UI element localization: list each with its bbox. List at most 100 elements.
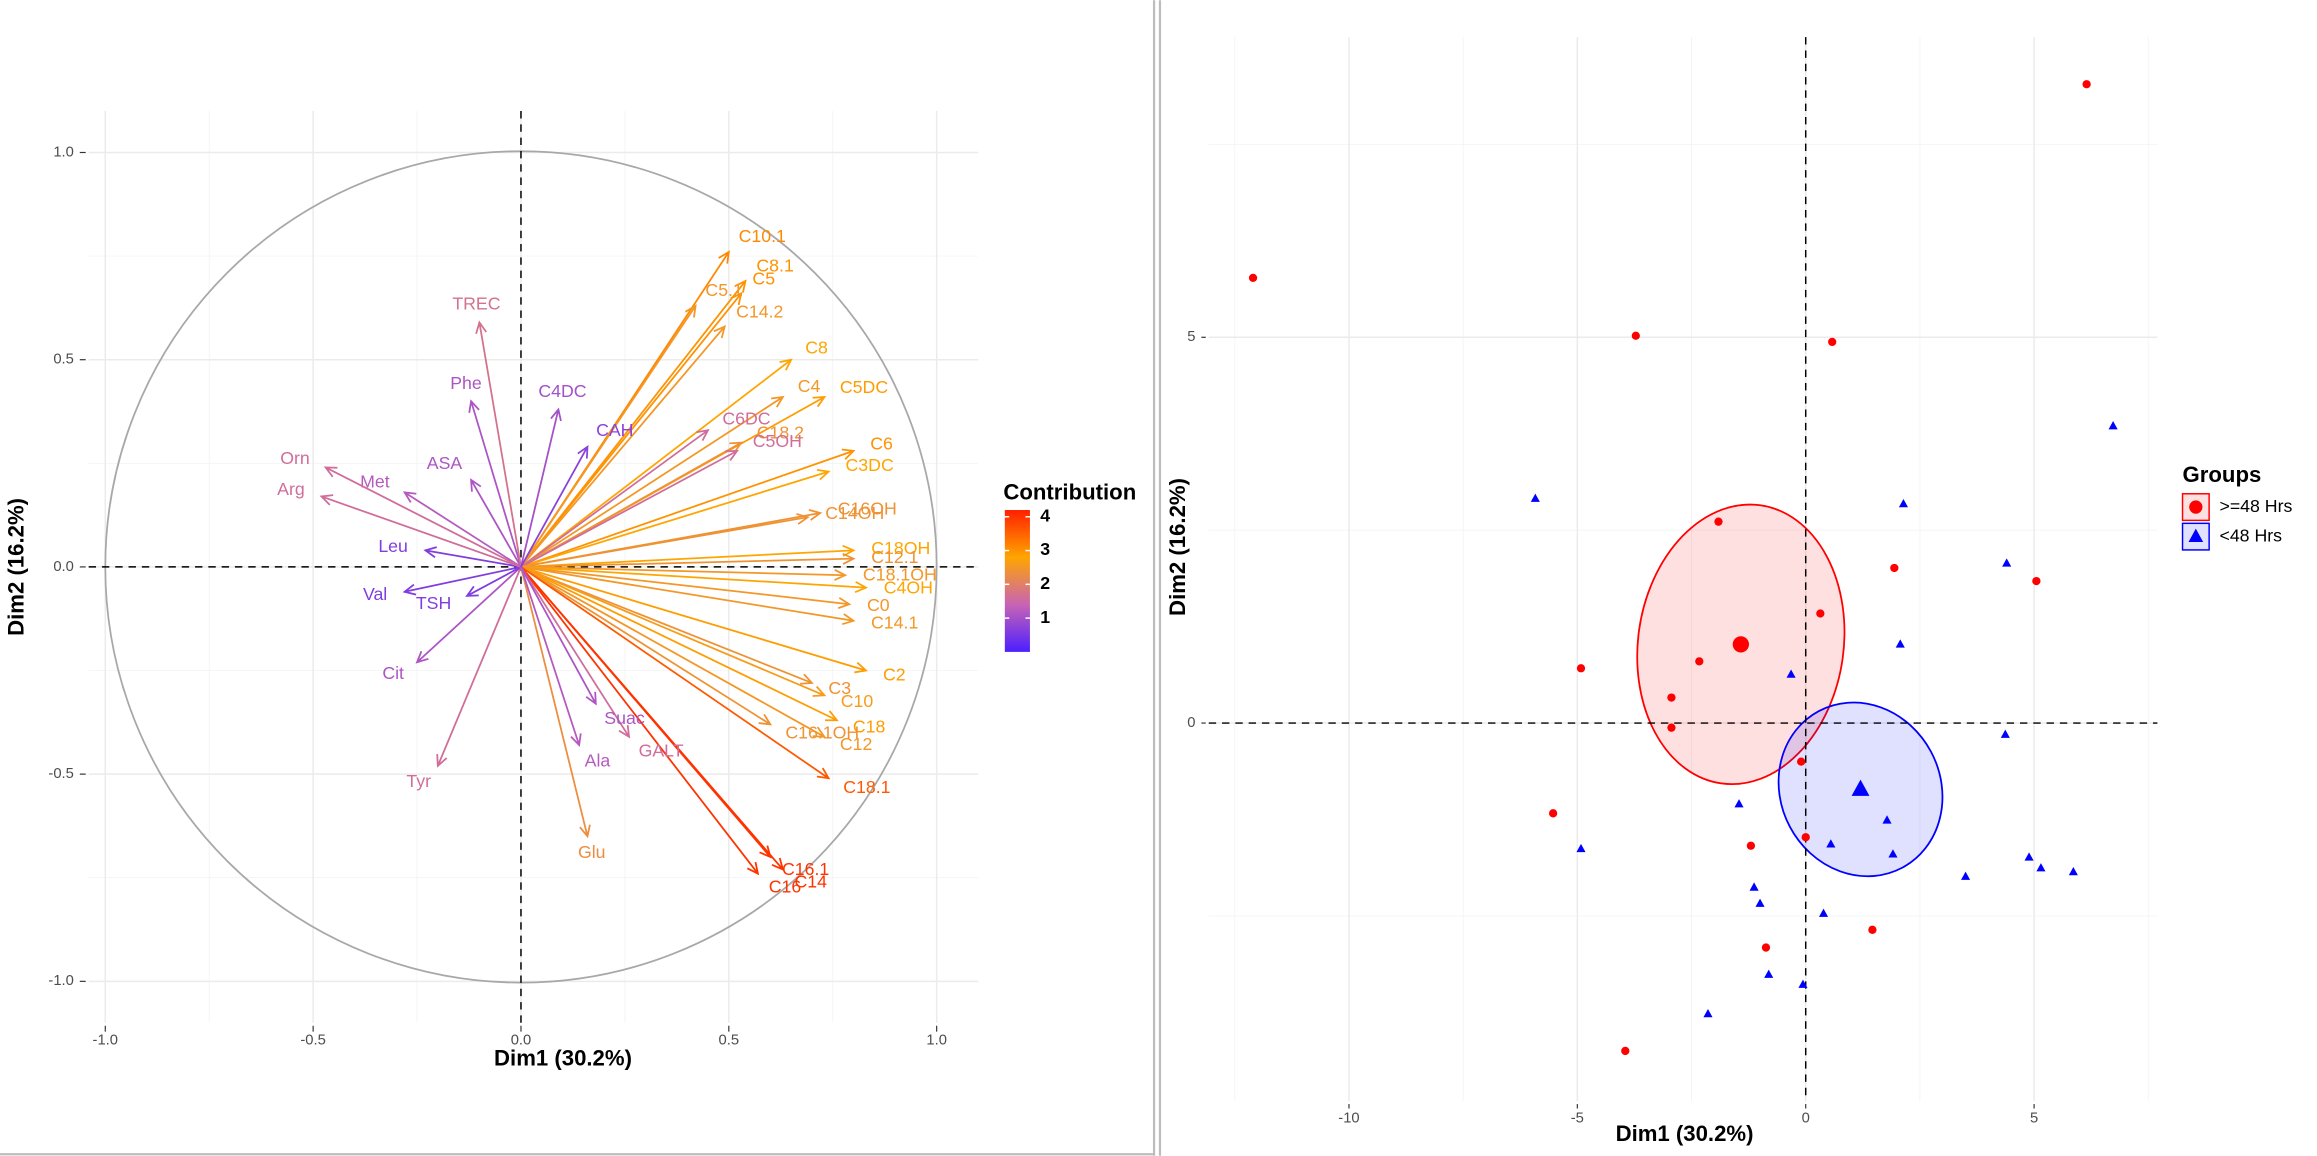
- point: [1530, 493, 1540, 502]
- x-tick-label: 1.0: [926, 1032, 947, 1048]
- point: [1961, 871, 1971, 880]
- y-tick-label: 5: [1187, 329, 1195, 345]
- legend-label: >=48 Hrs: [2219, 496, 2292, 516]
- group-centroid: [1732, 636, 1749, 653]
- variables-panel: -1.0 -0.5 0.0 0.5 1.0 -1.0 -0.5 0.0 0.5 1.0 C10.1 C…: [4, 111, 1136, 1071]
- colorbar-label: 4: [1040, 505, 1050, 525]
- point: [1631, 331, 1640, 340]
- variable-arrow: [520, 358, 793, 568]
- variable-arrow: [520, 441, 744, 568]
- variable-label: C18.2: [757, 423, 804, 443]
- y-tick-label: 0.0: [53, 559, 74, 575]
- x-tick-label: 0: [1802, 1111, 1810, 1127]
- y-tick-label: -1.0: [48, 973, 73, 989]
- point: [2024, 852, 2034, 861]
- variable-label: Glu: [578, 842, 606, 862]
- variable-arrow: [520, 324, 726, 568]
- point: [2036, 863, 2046, 872]
- point: [1667, 693, 1676, 702]
- variable-label: TREC: [452, 294, 500, 314]
- point: [2108, 421, 2118, 430]
- x-tick-label: -1.0: [93, 1032, 118, 1048]
- variable-label: CAH: [596, 420, 633, 440]
- point: [1764, 969, 1774, 978]
- variable-arrow: [520, 566, 848, 581]
- variable-label: C4DC: [538, 381, 586, 401]
- x-axis-title: Dim1 (30.2%): [1616, 1121, 1754, 1146]
- variable-arrow: [402, 491, 522, 568]
- variable-label: Tyr: [406, 771, 431, 791]
- point: [1761, 943, 1771, 952]
- y-tick-label: -0.5: [48, 766, 73, 782]
- variable-label: C14.1: [871, 612, 918, 632]
- variable-arrow: [520, 304, 697, 568]
- variable-arrow: [423, 546, 522, 568]
- variable-arrow: [520, 544, 856, 568]
- legend-marker: [2189, 500, 2203, 514]
- group-centroid: [1851, 779, 1870, 796]
- variable-label: C18.1OH: [863, 564, 937, 584]
- variable-label: Cit: [382, 663, 404, 683]
- variable-arrow: [520, 566, 814, 685]
- variable-label: Met: [360, 471, 390, 491]
- point: [2000, 729, 2010, 738]
- variable-label: C10: [841, 691, 874, 711]
- point: [1816, 609, 1825, 618]
- variable-label: C12: [840, 734, 873, 754]
- point: [1667, 723, 1676, 732]
- variable-label: C10.1: [739, 226, 786, 246]
- variable-label: C5DC: [840, 377, 888, 397]
- point: [1826, 839, 1836, 848]
- legend-marker: [2188, 528, 2204, 542]
- point: [1801, 833, 1810, 842]
- variable-label: C3: [828, 678, 851, 698]
- point: [2002, 558, 2012, 567]
- point: [1868, 925, 1877, 934]
- point: [1798, 979, 1808, 988]
- variable-arrow: [520, 566, 868, 674]
- variable-arrow: [520, 566, 785, 871]
- variable-arrow: [470, 478, 522, 568]
- variable-arrow: [468, 399, 522, 568]
- variable-label: C18: [853, 717, 886, 737]
- variable-label: Suac: [604, 708, 645, 728]
- point: [1888, 849, 1898, 858]
- y-tick-label: 0.5: [53, 352, 74, 368]
- variable-arrow: [465, 566, 522, 597]
- point: [1882, 815, 1892, 824]
- variable-label: C16: [769, 876, 802, 896]
- point: [1898, 498, 1909, 508]
- variable-label: C8.1: [756, 256, 793, 276]
- variable-label: Ala: [585, 751, 611, 771]
- variable-arrow: [520, 566, 839, 722]
- point: [1755, 898, 1765, 907]
- variable-label: C8: [805, 338, 828, 358]
- variable-arrow: [520, 566, 856, 626]
- colorbar: [1004, 510, 1030, 652]
- variable-label: C14: [794, 872, 827, 892]
- variable-arrow: [520, 566, 631, 739]
- variable-arrow: [319, 494, 522, 568]
- variable-arrow: [520, 566, 773, 726]
- variable-arrow: [520, 428, 710, 568]
- variable-arrow: [520, 291, 743, 568]
- x-tick-label: 0.5: [719, 1032, 740, 1048]
- variable-label: C16.1: [782, 859, 829, 879]
- variable-label: Leu: [378, 536, 408, 556]
- y-axis-title: Dim2 (16.2%): [1165, 478, 1190, 616]
- variable-label: C6: [870, 434, 893, 454]
- point: [2082, 80, 2091, 89]
- point: [1828, 337, 1837, 347]
- variable-arrow: [436, 566, 522, 768]
- variable-arrow: [520, 566, 869, 593]
- point: [2068, 866, 2078, 876]
- x-tick-label: -5: [1571, 1111, 1584, 1127]
- legend-title: Contribution: [1003, 480, 1136, 505]
- variable-arrow: [475, 320, 522, 568]
- point: [1890, 563, 1899, 573]
- legend-title: Groups: [2183, 462, 2262, 487]
- point: [1576, 664, 1586, 673]
- variable-arrow: [520, 449, 739, 568]
- x-tick-label: 0.0: [511, 1032, 532, 1048]
